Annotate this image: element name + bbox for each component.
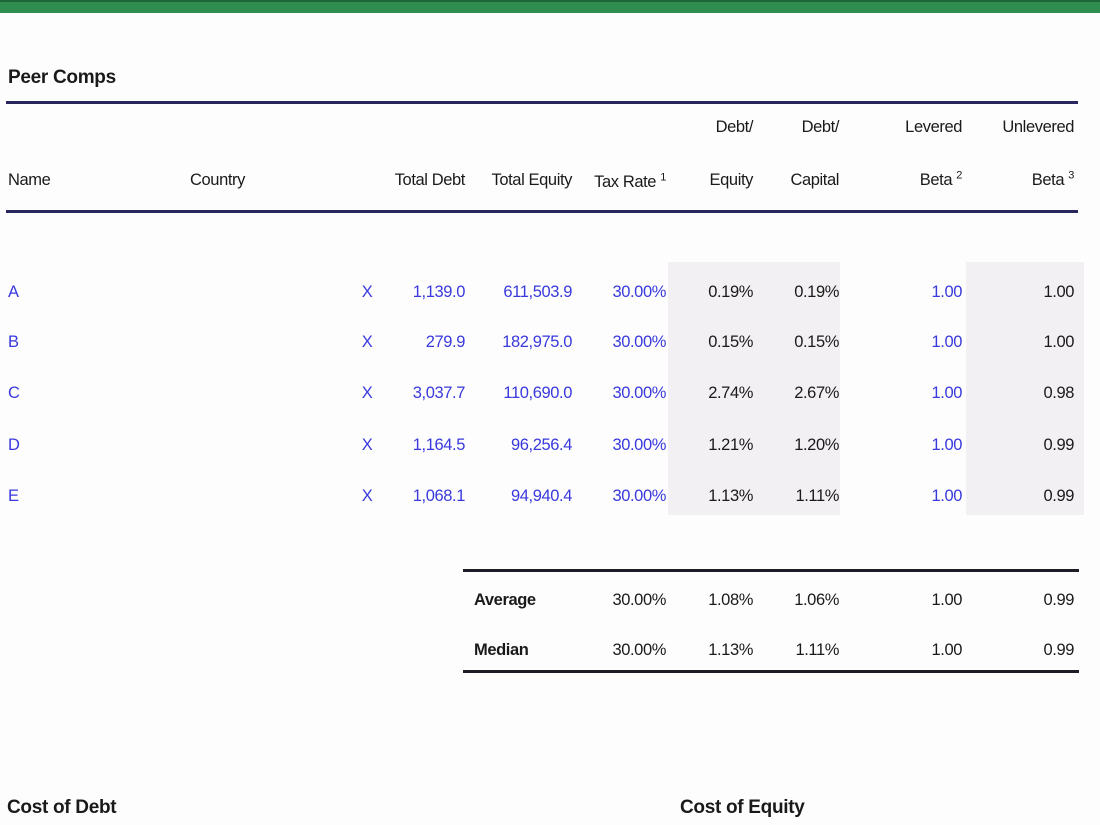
- cell-unlevered-beta: 1.00: [1043, 283, 1074, 301]
- cell-include-x[interactable]: X: [361, 487, 373, 505]
- summary-label: Median: [474, 641, 529, 659]
- summary-row-median: Median 30.00% 1.13% 1.11% 1.00 0.99: [0, 638, 1100, 662]
- header-levered-line1: Levered: [905, 118, 962, 136]
- top-green-bar: [0, 0, 1100, 13]
- cell-debt-capital: 2.67%: [794, 384, 839, 402]
- cell-tax-rate[interactable]: 30.00%: [612, 384, 666, 402]
- cell-include-x[interactable]: X: [361, 384, 373, 402]
- cell-debt-equity: 1.21%: [708, 436, 753, 454]
- cell-total-equity[interactable]: 611,503.9: [503, 283, 572, 301]
- cost-of-debt-title: Cost of Debt: [7, 797, 117, 818]
- cell-debt-capital: 1.06%: [794, 591, 839, 609]
- header-country: Country: [190, 171, 245, 189]
- cell-levered-beta: 1.00: [931, 591, 962, 609]
- cell-unlevered-beta: 0.99: [1043, 641, 1074, 659]
- cell-unlevered-beta: 1.00: [1043, 333, 1074, 351]
- cell-unlevered-beta: 0.99: [1043, 591, 1074, 609]
- header-tax-rate-label: Tax Rate: [594, 173, 657, 191]
- cell-tax-rate[interactable]: 30.00%: [612, 333, 666, 351]
- header-levered-beta-line2: Beta 2: [919, 168, 963, 192]
- peer-comps-title: Peer Comps: [8, 67, 116, 88]
- header-rule: [6, 210, 1078, 213]
- cell-total-debt[interactable]: 1,068.1: [412, 487, 466, 505]
- header-total-debt: Total Debt: [394, 171, 466, 189]
- header-levered-beta-label: Beta: [919, 171, 953, 189]
- cell-include-x[interactable]: X: [361, 283, 373, 301]
- cell-name[interactable]: A: [8, 283, 19, 301]
- header-name: Name: [8, 171, 51, 189]
- cell-tax-rate[interactable]: 30.00%: [612, 436, 666, 454]
- cell-levered-beta[interactable]: 1.00: [931, 436, 962, 454]
- cell-debt-equity: 1.13%: [708, 641, 753, 659]
- debt-ratio-shaded-band: [668, 262, 840, 515]
- summary-label: Average: [474, 591, 536, 609]
- cell-debt-capital: 0.19%: [794, 283, 839, 301]
- cell-name[interactable]: B: [8, 333, 19, 351]
- cell-debt-equity: 1.13%: [708, 487, 753, 505]
- cell-total-debt[interactable]: 1,164.5: [412, 436, 466, 454]
- cell-name[interactable]: C: [8, 384, 20, 402]
- cell-tax-rate: 30.00%: [612, 591, 666, 609]
- cell-tax-rate[interactable]: 30.00%: [612, 283, 666, 301]
- table-row: E X 1,068.1 94,940.4 30.00% 1.13% 1.11% …: [0, 484, 1100, 508]
- cell-debt-capital: 1.11%: [795, 641, 839, 659]
- cell-levered-beta[interactable]: 1.00: [931, 487, 962, 505]
- levered-beta-footnote-marker: 2: [956, 169, 962, 182]
- cell-levered-beta[interactable]: 1.00: [931, 384, 962, 402]
- cell-tax-rate[interactable]: 30.00%: [612, 487, 666, 505]
- cell-include-x[interactable]: X: [361, 436, 373, 454]
- cell-unlevered-beta: 0.99: [1043, 436, 1074, 454]
- cell-levered-beta: 1.00: [931, 641, 962, 659]
- cell-name[interactable]: E: [8, 487, 19, 505]
- tax-rate-footnote-marker: 1: [660, 171, 666, 184]
- cell-total-equity[interactable]: 110,690.0: [503, 384, 572, 402]
- table-row: B X 279.9 182,975.0 30.00% 0.15% 0.15% 1…: [0, 330, 1100, 354]
- summary-row-average: Average 30.00% 1.08% 1.06% 1.00 0.99: [0, 588, 1100, 612]
- summary-bottom-rule: [463, 670, 1079, 673]
- cell-total-debt[interactable]: 279.9: [425, 333, 466, 351]
- header-tax-rate: Tax Rate 1: [594, 170, 666, 194]
- summary-top-rule: [463, 569, 1079, 572]
- table-row: A X 1,139.0 611,503.9 30.00% 0.19% 0.19%…: [0, 280, 1100, 304]
- cell-debt-equity: 2.74%: [708, 384, 753, 402]
- header-unlevered-beta-line2: Beta 3: [1031, 168, 1075, 192]
- cell-debt-capital: 0.15%: [794, 333, 839, 351]
- cell-unlevered-beta: 0.98: [1043, 384, 1074, 402]
- cell-total-debt[interactable]: 1,139.0: [412, 283, 466, 301]
- unlevered-beta-footnote-marker: 3: [1068, 169, 1074, 182]
- header-total-equity: Total Equity: [491, 171, 573, 189]
- title-rule: [6, 101, 1078, 104]
- table-row: C X 3,037.7 110,690.0 30.00% 2.74% 2.67%…: [0, 381, 1100, 405]
- cell-total-debt[interactable]: 3,037.7: [412, 384, 466, 402]
- cell-include-x[interactable]: X: [361, 333, 373, 351]
- cell-debt-capital: 1.20%: [794, 436, 839, 454]
- cell-name[interactable]: D: [8, 436, 20, 454]
- header-debt-capital-line2: Capital: [790, 171, 839, 189]
- cell-levered-beta[interactable]: 1.00: [931, 333, 962, 351]
- cost-of-equity-title: Cost of Equity: [680, 797, 805, 818]
- header-unlevered-line1: Unlevered: [1002, 118, 1074, 136]
- header-debt-capital-line1: Debt/: [801, 118, 840, 136]
- header-unlevered-beta-label: Beta: [1031, 171, 1065, 189]
- cell-debt-equity: 1.08%: [708, 591, 753, 609]
- table-row: D X 1,164.5 96,256.4 30.00% 1.21% 1.20% …: [0, 433, 1100, 457]
- cell-debt-equity: 0.15%: [708, 333, 753, 351]
- cell-debt-capital: 1.11%: [795, 487, 839, 505]
- cell-total-equity[interactable]: 94,940.4: [510, 487, 572, 505]
- cell-levered-beta[interactable]: 1.00: [931, 283, 962, 301]
- cell-total-equity[interactable]: 182,975.0: [502, 333, 572, 351]
- cell-debt-equity: 0.19%: [708, 283, 753, 301]
- unlevered-beta-shaded-band: [966, 262, 1084, 515]
- header-debt-equity-line1: Debt/: [715, 118, 754, 136]
- cell-unlevered-beta: 0.99: [1043, 487, 1074, 505]
- header-debt-equity-line2: Equity: [709, 171, 754, 189]
- cell-total-equity[interactable]: 96,256.4: [510, 436, 572, 454]
- cell-tax-rate: 30.00%: [612, 641, 666, 659]
